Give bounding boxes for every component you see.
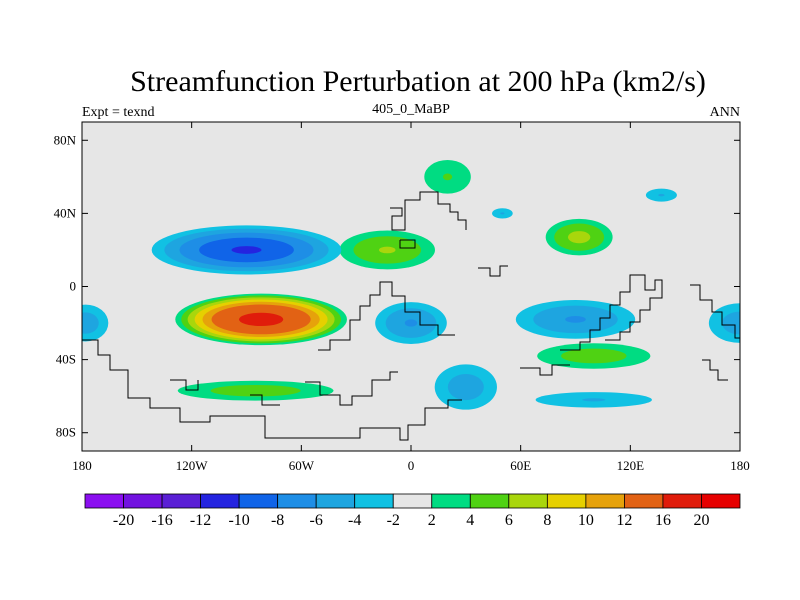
indian-ocean-negative [515, 299, 636, 339]
anticyclone-south-pacific-contour-6 [238, 312, 284, 327]
siberia-positive [424, 160, 471, 194]
colorbar-label-8: 2 [428, 512, 436, 529]
colorbar-swatch-5 [277, 493, 317, 509]
colorbar-swatch-14 [624, 493, 664, 509]
y-tick-label-1: 40N [54, 205, 77, 220]
colorbar-label-2: -12 [190, 512, 211, 529]
colorbar-label-15: 20 [693, 512, 709, 529]
colorbar-label-9: 4 [466, 512, 474, 529]
south-pacific-high-positive [177, 380, 334, 401]
siberia-positive-contour-1 [442, 173, 453, 181]
south-pacific-high-positive-contour-1 [210, 384, 301, 397]
cyclone-north-pacific [151, 225, 342, 275]
colorbar-label-13: 12 [616, 512, 632, 529]
colorbar-label-6: -4 [348, 512, 361, 529]
colorbar-swatch-7 [354, 493, 394, 509]
season-label: ANN [710, 105, 740, 120]
experiment-label: Expt = texnd [82, 105, 154, 120]
y-tick-label-4: 80S [56, 425, 76, 440]
colorbar-label-12: 10 [578, 512, 594, 529]
atlantic-north-negative [492, 208, 513, 219]
southern-ocean-positive-contour-1 [561, 348, 627, 364]
x-tick-label-4: 60E [510, 458, 531, 473]
southern-indian-negative-contour-1 [582, 398, 606, 402]
y-tick-label-2: 0 [70, 279, 77, 294]
anticyclone-south-pacific [175, 293, 347, 346]
colorbar-swatch-9 [431, 493, 471, 509]
colorbar-label-3: -10 [228, 512, 249, 529]
x-tick-label-6: 180 [730, 458, 750, 473]
southern-indian-negative [535, 392, 652, 408]
chart-title: Streamfunction Perturbation at 200 hPa (… [130, 65, 706, 98]
east-pacific-edge-negative-contour-1 [722, 311, 740, 335]
atlantic-south-negative [434, 364, 497, 410]
colorbar-label-1: -16 [151, 512, 172, 529]
colorbar-swatch-2 [161, 493, 201, 509]
x-tick-label-3: 0 [408, 458, 415, 473]
south-atlantic-negative-contour-2 [404, 319, 418, 327]
east-pacific-edge-negative [708, 303, 740, 343]
colorbar-swatch-12 [546, 493, 587, 509]
west-pacific-edge-negative [82, 304, 109, 342]
colorbar-swatch-4 [238, 493, 279, 509]
y-tick-label-0: 80N [54, 132, 77, 147]
y-tick-label-3: 40S [56, 352, 76, 367]
cyclone-north-pacific-contour-4 [231, 246, 262, 254]
colorbar-swatch-15 [662, 493, 702, 509]
colorbar-label-7: -2 [387, 512, 400, 529]
east-asia-positive [545, 218, 613, 256]
colorbar-swatch-13 [585, 493, 625, 509]
south-atlantic-negative [375, 302, 447, 344]
colorbar-label-4: -8 [271, 512, 284, 529]
north-atlantic-positive-contour-2 [378, 246, 396, 254]
x-tick-label-1: 120W [176, 458, 209, 473]
axes: 180 120W 60W 0 60E 120E 180 80N 40N 0 40S 80S [54, 122, 750, 473]
colorbar-swatch-16 [701, 493, 741, 509]
colorbar-swatch-0 [84, 493, 124, 509]
arctic-negative [645, 188, 677, 202]
colorbar-label-5: -6 [310, 512, 323, 529]
colorbar-swatch-10 [469, 493, 510, 509]
colorbar-swatch-6 [315, 493, 356, 509]
colorbar-swatch-1 [123, 493, 163, 509]
x-tick-label-2: 60W [289, 458, 315, 473]
colorbar-label-11: 8 [543, 512, 551, 529]
east-asia-positive-contour-2 [568, 231, 591, 244]
indian-ocean-negative-contour-2 [565, 316, 586, 323]
north-atlantic-positive [339, 230, 435, 270]
colorbar-swatch-11 [508, 493, 548, 509]
field-contours [82, 160, 740, 410]
arctic-negative-contour-1 [658, 193, 665, 197]
coastlines [82, 191, 740, 441]
atlantic-south-negative-contour-1 [447, 373, 484, 401]
colorbar-label-14: 16 [655, 512, 671, 529]
run-label: 405_0_MaBP [372, 102, 450, 117]
west-pacific-edge-negative-contour-1 [82, 312, 99, 334]
colorbar-label-10: 6 [505, 512, 513, 529]
colorbar: -20 -16 -12 -10 -8 -6 -4 -2 2 4 6 8 10 12 16 20 [84, 493, 741, 529]
atlantic-north-negative-contour-1 [500, 212, 505, 215]
colorbar-label-0: -20 [113, 512, 134, 529]
colorbar-swatch-8 [392, 493, 433, 509]
x-tick-label-5: 120E [617, 458, 645, 473]
colorbar-swatch-3 [200, 493, 240, 509]
x-tick-label-0: 180 [72, 458, 92, 473]
